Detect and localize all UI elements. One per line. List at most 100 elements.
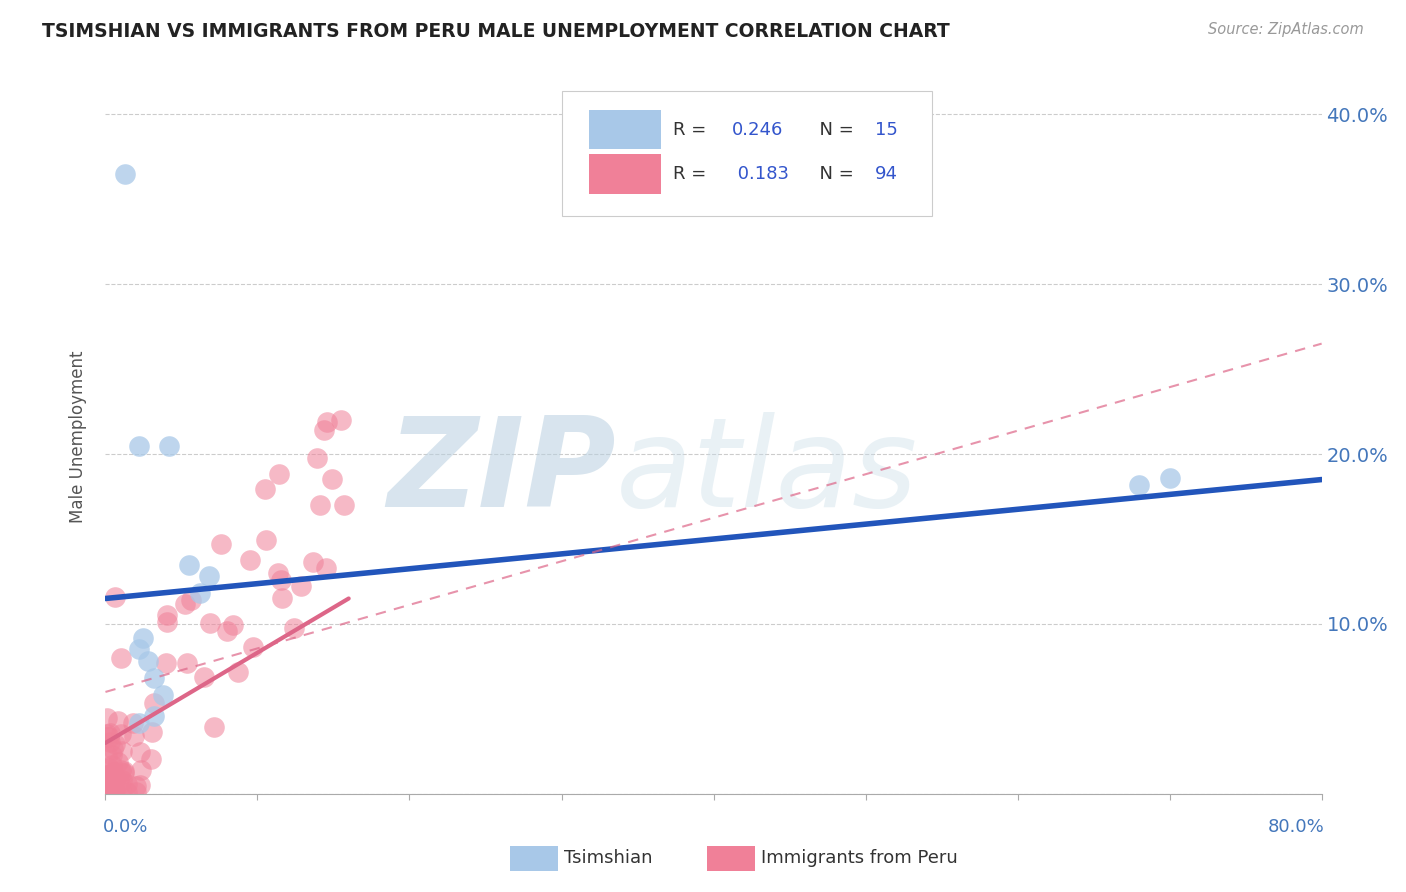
Point xyxy=(267,566,290,580)
Point xyxy=(308,498,330,512)
Point xyxy=(143,671,166,685)
Point xyxy=(271,591,294,605)
Point xyxy=(101,767,124,781)
Point xyxy=(101,747,124,762)
Point xyxy=(114,167,136,181)
Point xyxy=(242,640,264,654)
Point xyxy=(128,642,150,657)
Point xyxy=(100,770,122,784)
Text: R =: R = xyxy=(673,120,713,138)
Point xyxy=(111,785,134,799)
Point xyxy=(112,764,135,779)
Text: 0.0%: 0.0% xyxy=(103,818,148,836)
Point xyxy=(101,765,124,780)
Point xyxy=(96,727,118,741)
Point xyxy=(290,579,312,593)
Point xyxy=(305,451,328,466)
Point xyxy=(143,708,166,723)
Point xyxy=(107,756,129,770)
Point xyxy=(198,569,221,583)
Point xyxy=(156,607,179,622)
Point xyxy=(98,735,121,749)
Point xyxy=(141,724,163,739)
Point xyxy=(1159,471,1181,485)
Point xyxy=(156,615,179,629)
Point xyxy=(110,764,132,779)
Point xyxy=(122,730,145,744)
Point xyxy=(302,555,325,569)
Point xyxy=(112,765,135,780)
Text: N =: N = xyxy=(808,120,860,138)
Point xyxy=(96,768,118,782)
Point xyxy=(117,777,139,791)
Point xyxy=(155,657,177,671)
Text: 80.0%: 80.0% xyxy=(1268,818,1324,836)
Point xyxy=(174,597,197,611)
Text: Immigrants from Peru: Immigrants from Peru xyxy=(761,849,957,867)
Point xyxy=(96,749,118,764)
Point xyxy=(110,764,132,778)
Point xyxy=(96,773,118,788)
Point xyxy=(98,725,121,739)
Point xyxy=(136,654,159,668)
Point xyxy=(329,413,352,427)
Point xyxy=(125,780,148,794)
Point xyxy=(332,499,354,513)
Point xyxy=(152,689,174,703)
Text: Tsimshian: Tsimshian xyxy=(564,849,652,867)
FancyBboxPatch shape xyxy=(589,110,661,150)
Point xyxy=(97,768,120,782)
Point xyxy=(100,784,122,798)
Point xyxy=(98,761,121,775)
Point xyxy=(110,651,132,665)
Point xyxy=(98,777,121,791)
Point xyxy=(321,472,343,486)
Text: N =: N = xyxy=(808,166,860,184)
Point xyxy=(96,784,118,798)
Point xyxy=(188,586,211,600)
Point xyxy=(115,785,138,799)
Point xyxy=(239,553,262,567)
Point xyxy=(217,624,239,639)
Point xyxy=(97,779,120,793)
Point xyxy=(128,745,150,759)
Point xyxy=(129,763,152,777)
Point xyxy=(125,785,148,799)
Point xyxy=(193,670,215,684)
Point xyxy=(96,711,118,725)
Point xyxy=(1128,477,1150,491)
Text: R =: R = xyxy=(673,166,713,184)
Point xyxy=(98,731,121,745)
Point xyxy=(141,752,163,766)
Point xyxy=(100,757,122,772)
Text: 15: 15 xyxy=(876,120,898,138)
Point xyxy=(180,593,202,607)
Point xyxy=(110,727,132,741)
Point xyxy=(204,720,226,734)
Point xyxy=(98,779,121,793)
Point xyxy=(283,621,305,635)
Point xyxy=(157,439,180,453)
Point xyxy=(101,780,124,794)
Point xyxy=(132,631,155,645)
Point xyxy=(226,665,249,680)
Point xyxy=(176,657,198,671)
Point xyxy=(198,616,221,631)
FancyBboxPatch shape xyxy=(589,154,661,194)
Point xyxy=(101,780,124,795)
Point xyxy=(314,423,336,437)
Point xyxy=(104,737,127,751)
Point xyxy=(97,779,120,793)
Point xyxy=(143,696,166,710)
Text: 94: 94 xyxy=(876,166,898,184)
Point xyxy=(98,779,121,793)
Text: 0.246: 0.246 xyxy=(731,120,783,138)
Point xyxy=(128,715,150,730)
Point xyxy=(254,482,277,496)
Point xyxy=(107,714,129,728)
Point xyxy=(105,772,128,786)
Point xyxy=(315,561,337,575)
Text: TSIMSHIAN VS IMMIGRANTS FROM PERU MALE UNEMPLOYMENT CORRELATION CHART: TSIMSHIAN VS IMMIGRANTS FROM PERU MALE U… xyxy=(42,22,950,41)
Text: 0.183: 0.183 xyxy=(731,166,789,184)
Point xyxy=(96,730,118,744)
